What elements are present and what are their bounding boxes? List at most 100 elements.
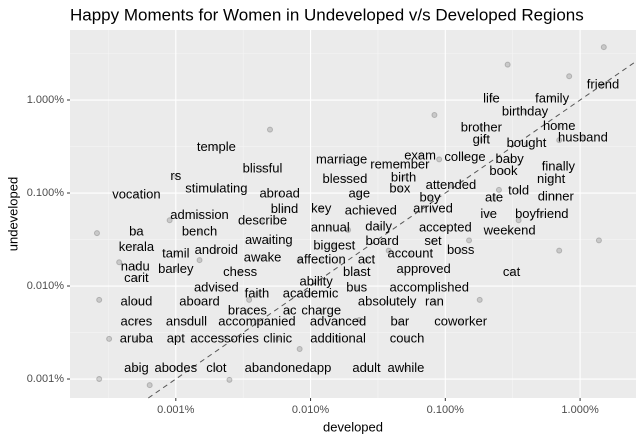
word-label: coworker: [434, 313, 487, 328]
point: [133, 299, 139, 305]
point: [458, 319, 464, 325]
word-label: describe: [238, 212, 287, 227]
point: [93, 230, 100, 237]
point: [254, 291, 260, 297]
point: [507, 156, 513, 162]
word-label: ate: [485, 190, 503, 205]
y-tick-label: 0.001%: [27, 373, 65, 385]
point: [363, 257, 369, 263]
word-label: tamil: [162, 246, 190, 261]
point: [133, 276, 139, 282]
point: [491, 195, 497, 201]
word-label: clot: [206, 360, 227, 375]
point: [427, 195, 433, 201]
point: [345, 227, 352, 234]
point: [318, 308, 324, 314]
word-label: carit: [124, 270, 149, 285]
point: [553, 194, 559, 200]
point: [318, 206, 324, 212]
word-label: awake: [244, 249, 282, 264]
point: [173, 336, 179, 342]
word-label: accomplished: [390, 280, 470, 295]
point: [368, 208, 374, 214]
word-label: arrived: [413, 201, 453, 216]
point: [600, 44, 607, 51]
word-label: bar: [390, 313, 409, 328]
point: [478, 125, 484, 131]
point: [442, 225, 448, 231]
point: [244, 308, 250, 314]
word-label: chess: [223, 264, 257, 279]
panel: [70, 30, 636, 398]
point: [595, 237, 602, 244]
point: [403, 365, 409, 371]
point: [96, 296, 103, 303]
point: [275, 336, 281, 342]
word-label: bench: [182, 224, 217, 239]
x-tick-label: 0.100%: [427, 404, 465, 416]
word-label: marriage: [316, 152, 367, 167]
point: [313, 279, 319, 285]
point: [106, 335, 113, 342]
word-label: finally: [542, 159, 576, 174]
word-label: ansdull: [166, 313, 207, 328]
point: [397, 186, 403, 192]
word-label: accessories: [190, 330, 259, 345]
point: [133, 244, 139, 250]
word-label: abandonedapp: [245, 360, 332, 375]
x-tick-label: 1.000%: [561, 404, 599, 416]
word-label: dinner: [538, 188, 575, 203]
y-tick-label: 0.010%: [27, 280, 65, 292]
word-label: android: [195, 242, 238, 257]
x-axis-label: developed: [323, 419, 383, 434]
point: [430, 239, 436, 245]
y-axis-label: undeveloped: [5, 177, 20, 251]
point: [213, 248, 219, 254]
point: [580, 135, 586, 141]
point: [397, 319, 403, 325]
word-label: advanced: [310, 313, 366, 328]
word-label: abroad: [259, 186, 299, 201]
word-label: night: [537, 171, 566, 186]
point: [197, 229, 203, 235]
word-label: board: [366, 233, 399, 248]
word-label: ability: [300, 274, 334, 289]
word-label: approved: [396, 261, 450, 276]
point: [196, 257, 203, 264]
word-label: accepted: [419, 219, 472, 234]
x-tick-label: 0.010%: [292, 404, 330, 416]
word-label: husband: [558, 129, 608, 144]
word-label: nadu: [121, 258, 150, 273]
point: [556, 123, 562, 129]
word-label: ac: [283, 302, 297, 317]
word-label: daily: [365, 219, 392, 234]
word-label: additional: [310, 330, 366, 345]
point: [522, 109, 528, 115]
point: [504, 61, 511, 68]
point: [486, 211, 492, 217]
point: [133, 192, 139, 198]
point: [266, 237, 272, 243]
point: [260, 218, 266, 224]
point: [254, 319, 260, 325]
word-label: ive: [480, 206, 497, 221]
word-label: advised: [194, 280, 239, 295]
point: [213, 365, 219, 371]
point: [539, 211, 545, 217]
word-label: cat: [503, 264, 521, 279]
word-label: life: [483, 90, 500, 105]
point: [173, 251, 179, 257]
word-label: family: [535, 90, 569, 105]
word-label: set: [424, 233, 442, 248]
point: [197, 299, 203, 305]
word-label: annual: [311, 219, 350, 234]
point: [495, 186, 502, 193]
word-label: brother: [461, 119, 503, 134]
point: [213, 285, 219, 291]
point: [318, 257, 324, 263]
point: [237, 269, 243, 275]
point: [277, 191, 283, 197]
point: [384, 299, 390, 305]
word-label: boss: [447, 242, 475, 257]
word-label: friend: [587, 76, 620, 91]
